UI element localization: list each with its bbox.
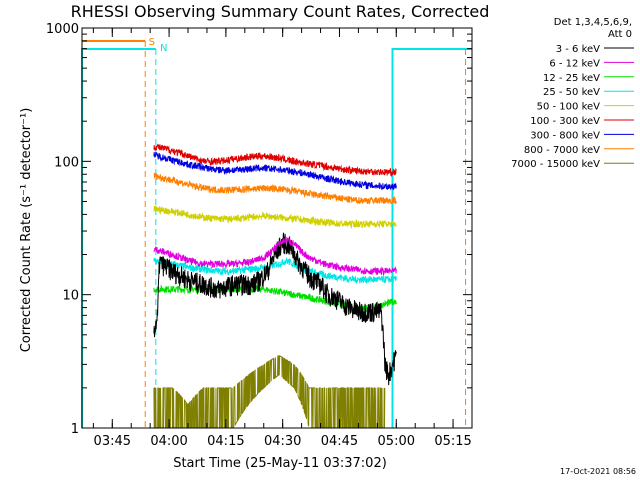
y-tick-label: 1000 bbox=[46, 22, 79, 37]
y-tick-label: 1 bbox=[71, 422, 79, 437]
legend-label: 100 - 300 keV bbox=[530, 116, 600, 127]
series-line-4 bbox=[153, 205, 397, 229]
legend-header: Det 1,3,4,5,6,9, bbox=[554, 17, 632, 28]
plot-frame bbox=[81, 27, 473, 429]
x-tick-label: 04:15 bbox=[207, 434, 244, 449]
chart-title: RHESSI Observing Summary Count Rates, Co… bbox=[71, 2, 490, 21]
series-line-7 bbox=[153, 172, 397, 206]
x-tick-label: 04:30 bbox=[264, 434, 301, 449]
flag-n-label: N bbox=[160, 43, 167, 54]
y-axis-label: Corrected Count Rate (s⁻¹ detector⁻¹) bbox=[19, 108, 34, 353]
legend-label: 50 - 100 keV bbox=[537, 102, 601, 113]
x-tick-label: 05:15 bbox=[434, 434, 471, 449]
plot-area: SN bbox=[81, 37, 472, 429]
footer-date: 17-Oct-2021 08:56 bbox=[560, 467, 636, 476]
series-line-3 bbox=[153, 257, 397, 285]
x-tick-label: 05:00 bbox=[378, 434, 415, 449]
legend-label: 25 - 50 keV bbox=[543, 87, 600, 98]
legend-label: 300 - 800 keV bbox=[530, 130, 600, 141]
legend-header: Att 0 bbox=[608, 29, 632, 40]
series-line-6 bbox=[153, 152, 397, 191]
series-line-1 bbox=[153, 236, 397, 277]
axes: 1 10 100 1000 03:45 04:00 04:15 04:30 04:45 05:00… bbox=[46, 22, 473, 449]
x-axis-label: Start Time (25-May-11 03:37:02) bbox=[173, 456, 387, 471]
night-frame-right bbox=[391, 48, 472, 428]
x-tick-label: 04:00 bbox=[150, 434, 187, 449]
legend-label: 7000 - 15000 keV bbox=[511, 159, 600, 170]
x-tick-label: 04:45 bbox=[321, 434, 358, 449]
legend-label: 3 - 6 keV bbox=[556, 44, 600, 55]
legend: Det 1,3,4,5,6,9,Att 0 3 - 6 keV 6 - 12 keV… bbox=[511, 17, 634, 170]
flag-s-label: S bbox=[149, 37, 155, 48]
legend-label: 12 - 25 keV bbox=[543, 73, 600, 84]
x-tick-label: 03:45 bbox=[94, 434, 131, 449]
y-tick-label: 10 bbox=[62, 289, 79, 304]
legend-label: 6 - 12 keV bbox=[549, 58, 600, 69]
series-line-5 bbox=[153, 143, 397, 177]
y-tick-label: 100 bbox=[54, 155, 79, 170]
legend-label: 800 - 7000 keV bbox=[524, 145, 600, 156]
series-line-8 bbox=[153, 355, 386, 429]
